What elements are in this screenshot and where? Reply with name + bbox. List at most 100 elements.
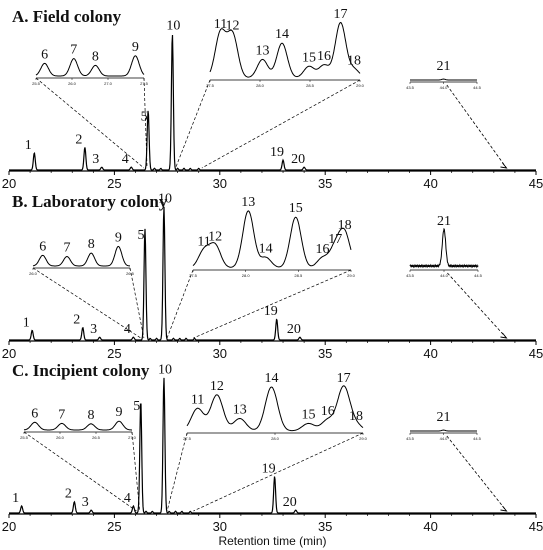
inset-peak-label-B-6: 6 xyxy=(39,239,46,254)
inset-tick-label: 28.0 xyxy=(256,83,265,88)
panel-title-C: C. Incipient colony xyxy=(12,361,150,380)
inset-connector xyxy=(143,77,148,169)
peak-label-B-20: 20 xyxy=(287,322,301,337)
inset-connector xyxy=(447,272,507,339)
x-tick-label-A-5: 45 xyxy=(529,176,543,191)
inset-peak-label-A-21: 21 xyxy=(437,59,451,74)
peak-label-B-5: 5 xyxy=(137,228,144,243)
inset-trace xyxy=(32,245,130,267)
x-tick-label-C-4: 40 xyxy=(423,519,437,534)
inset-connector xyxy=(446,435,507,512)
panel-title-B: B. Laboratory colony xyxy=(12,192,168,211)
peak-label-B-1: 1 xyxy=(23,315,30,330)
inset-peak-label-B-21: 21 xyxy=(437,214,451,229)
inset-trace xyxy=(192,210,352,268)
x-tick-label-C-5: 45 xyxy=(529,519,543,534)
x-tick-label-A-0: 20 xyxy=(2,176,16,191)
inset-peak-label-C-12: 12 xyxy=(210,379,224,394)
inset-tick-label: 26.0 xyxy=(56,435,65,440)
inset-peak-label-B-7: 7 xyxy=(63,240,70,255)
inset-tick-label: 44.0 xyxy=(440,273,449,278)
inset-peak-label-A-14: 14 xyxy=(275,27,289,42)
inset-peak-label-A-15: 15 xyxy=(302,50,316,65)
peak-label-C-5: 5 xyxy=(133,399,140,414)
inset-peak-label-B-11: 11 xyxy=(197,235,210,250)
inset-tick-label: 44.0 xyxy=(440,436,449,441)
inset-peak-label-B-9: 9 xyxy=(115,230,122,245)
inset-peak-label-C-6: 6 xyxy=(31,406,38,421)
x-tick-label-A-2: 30 xyxy=(213,176,227,191)
inset-connector xyxy=(131,431,141,512)
inset-peak-label-C-16: 16 xyxy=(321,404,335,419)
peak-label-A-19: 19 xyxy=(270,145,284,160)
peak-label-A-3: 3 xyxy=(92,152,99,167)
inset-connector xyxy=(166,269,194,339)
inset-peak-label-A-11: 11 xyxy=(214,17,227,32)
inset-tick-label: 44.5 xyxy=(473,85,482,90)
inset-peak-label-C-15: 15 xyxy=(301,408,315,423)
x-tick-label-B-5: 45 xyxy=(529,346,543,361)
peak-label-B-3: 3 xyxy=(90,322,97,337)
inset-B-0: 26.0 26.5 6 7 8 9 xyxy=(29,230,145,339)
peak-label-C-3: 3 xyxy=(82,495,89,510)
inset-connector xyxy=(129,267,145,339)
inset-tick-label: 44.0 xyxy=(440,85,449,90)
inset-peak-label-C-18: 18 xyxy=(349,409,363,424)
inset-peak-label-A-13: 13 xyxy=(256,43,270,58)
inset-peak-label-B-18: 18 xyxy=(338,218,352,233)
peak-label-A-20: 20 xyxy=(291,152,305,167)
peak-label-B-10: 10 xyxy=(158,192,172,207)
inset-connector xyxy=(201,79,361,169)
inset-peak-label-A-7: 7 xyxy=(70,43,77,58)
x-tick-label-A-3: 35 xyxy=(318,176,332,191)
peak-label-C-1: 1 xyxy=(12,491,19,506)
inset-trace xyxy=(35,55,145,77)
inset-peak-label-C-17: 17 xyxy=(337,371,351,386)
inset-trace xyxy=(410,78,477,81)
inset-peak-label-B-14: 14 xyxy=(259,241,273,256)
inset-tick-label: 28.5 xyxy=(306,83,315,88)
inset-tick-label: 44.5 xyxy=(473,436,482,441)
inset-trace xyxy=(23,420,132,431)
inset-tick-label: 44.5 xyxy=(474,273,483,278)
inset-tick-label: 27.5 xyxy=(183,436,192,441)
peak-label-C-4: 4 xyxy=(124,491,131,506)
inset-peak-label-A-9: 9 xyxy=(132,40,139,55)
inset-peak-label-B-15: 15 xyxy=(289,201,303,216)
inset-peak-label-B-8: 8 xyxy=(88,237,95,252)
peak-label-A-1: 1 xyxy=(25,138,32,153)
peak-label-A-4: 4 xyxy=(122,152,129,167)
x-tick-label-C-2: 30 xyxy=(213,519,227,534)
peak-label-A-2: 2 xyxy=(75,132,82,147)
x-tick-label-B-2: 30 xyxy=(213,346,227,361)
peak-label-A-5: 5 xyxy=(141,109,148,124)
inset-tick-label: 25.5 xyxy=(20,435,29,440)
inset-peak-label-B-16: 16 xyxy=(316,242,330,257)
x-tick-label-A-1: 25 xyxy=(107,176,121,191)
inset-tick-label: 43.5 xyxy=(406,273,415,278)
x-axis-title: Retention time (min) xyxy=(218,534,326,548)
inset-tick-label: 27.5 xyxy=(206,83,215,88)
inset-peak-label-B-17: 17 xyxy=(328,232,342,247)
peak-label-C-2: 2 xyxy=(65,487,72,502)
inset-tick-label: 28.0 xyxy=(242,273,251,278)
x-tick-label-A-4: 40 xyxy=(423,176,437,191)
panel-title-A: A. Field colony xyxy=(12,7,122,26)
inset-tick-label: 25.5 xyxy=(32,81,41,86)
inset-tick-label: 29.0 xyxy=(347,273,356,278)
inset-connector xyxy=(32,267,141,339)
x-tick-label-C-0: 20 xyxy=(2,519,16,534)
inset-trace xyxy=(186,385,364,432)
inset-tick-label: 26.0 xyxy=(29,271,38,276)
inset-trace xyxy=(410,429,477,432)
peak-label-C-10: 10 xyxy=(158,363,172,378)
inset-B-2: 43.5 44.0 44.5 21 xyxy=(406,214,508,339)
inset-A-2: 43.5 44.0 44.5 21 xyxy=(406,59,508,169)
peak-label-C-19: 19 xyxy=(262,461,276,476)
inset-peak-label-C-21: 21 xyxy=(437,410,451,425)
x-tick-label-C-1: 25 xyxy=(107,519,121,534)
inset-C-1: 27.5 28.0 29.0 11 12 13 14 15 16 17 18 xyxy=(166,371,368,512)
inset-tick-label: 27.5 xyxy=(189,273,198,278)
